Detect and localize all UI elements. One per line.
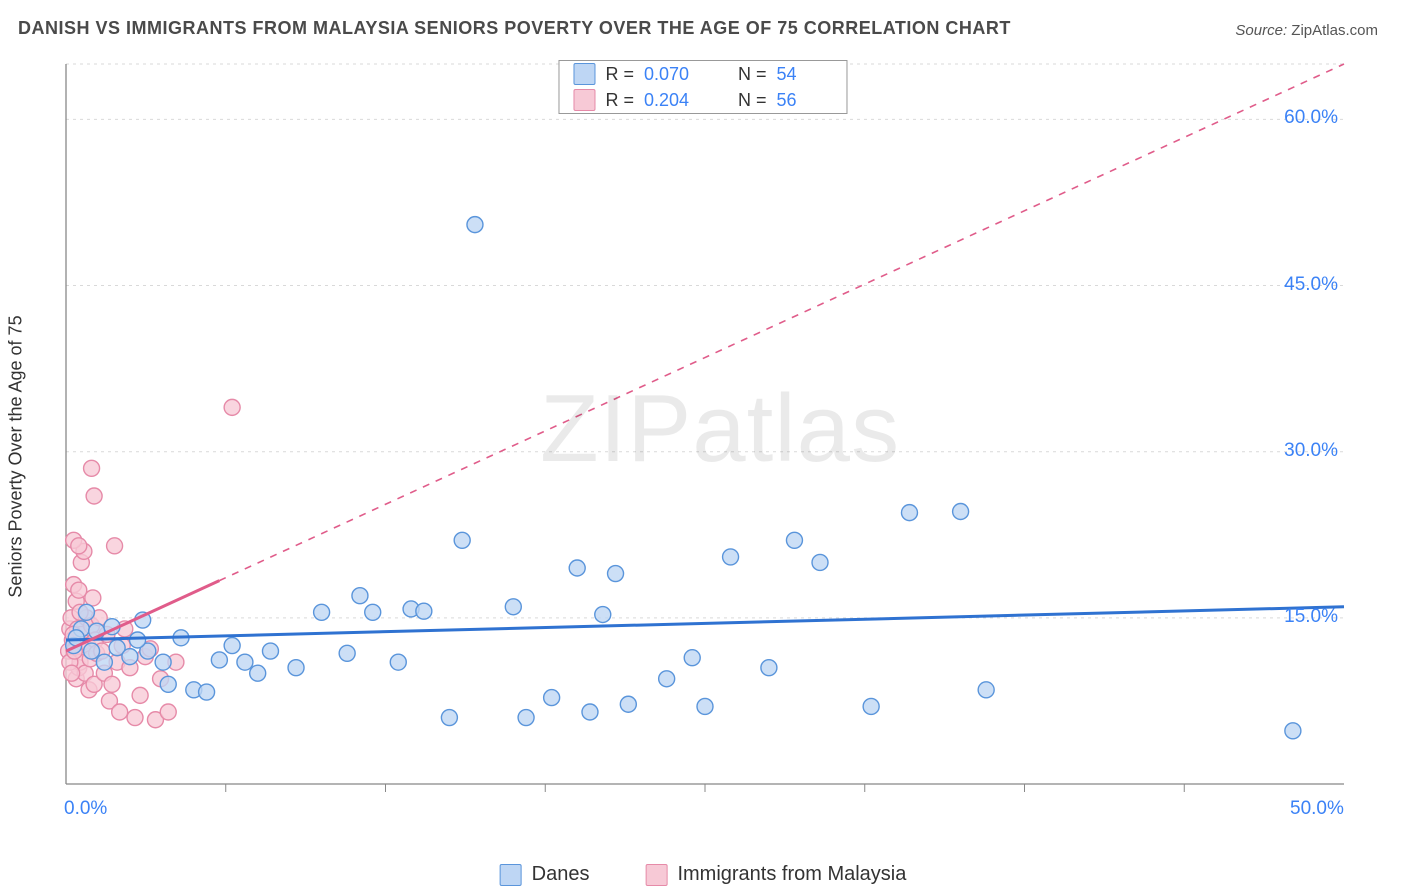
plot-area: ZIPatlas (60, 60, 1380, 820)
x-tick-label: 0.0% (64, 798, 107, 820)
y-tick-label: 15.0% (1278, 606, 1338, 628)
n-label: N = (738, 64, 767, 85)
source-label: Source: (1235, 22, 1287, 39)
n-value: 54 (777, 64, 833, 85)
scatter-chart (60, 60, 1380, 820)
legend-row: R = 0.070 N = 54 (559, 61, 846, 87)
chart-title: DANISH VS IMMIGRANTS FROM MALAYSIA SENIO… (18, 18, 1011, 39)
legend-entry: Danes (500, 863, 590, 886)
legend-swatch (645, 864, 667, 886)
legend-label: Danes (532, 863, 590, 886)
correlation-legend: R = 0.070 N = 54 R = 0.204 N = 56 (558, 60, 847, 114)
source-attribution: Source: ZipAtlas.com (1235, 22, 1378, 39)
r-label: R = (605, 90, 634, 111)
source-value: ZipAtlas.com (1291, 22, 1378, 39)
series-legend: Danes Immigrants from Malaysia (500, 863, 907, 886)
y-tick-label: 45.0% (1278, 274, 1338, 296)
legend-row: R = 0.204 N = 56 (559, 87, 846, 113)
r-label: R = (605, 64, 634, 85)
r-value: 0.070 (644, 64, 700, 85)
y-tick-label: 60.0% (1278, 107, 1338, 129)
legend-label: Immigrants from Malaysia (677, 863, 906, 886)
legend-swatch (500, 864, 522, 886)
legend-swatch (573, 63, 595, 85)
n-value: 56 (777, 90, 833, 111)
legend-swatch (573, 89, 595, 111)
x-tick-label: 50.0% (1290, 798, 1344, 820)
r-value: 0.204 (644, 90, 700, 111)
y-tick-label: 30.0% (1278, 440, 1338, 462)
legend-entry: Immigrants from Malaysia (645, 863, 906, 886)
n-label: N = (738, 90, 767, 111)
y-axis-label: Seniors Poverty Over the Age of 75 (6, 315, 27, 597)
